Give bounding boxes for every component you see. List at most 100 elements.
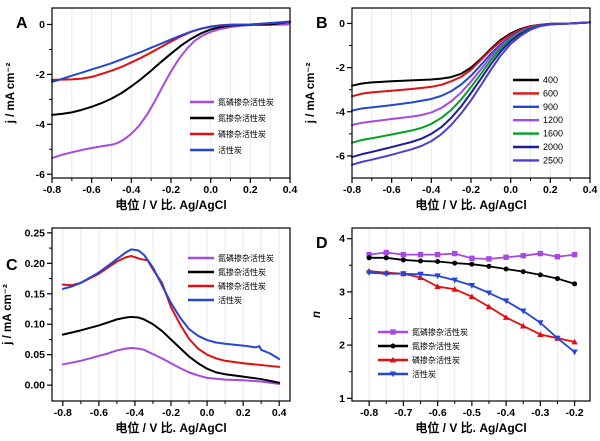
y-tick-label: -6 — [336, 150, 345, 162]
x-tick-label: 0.4 — [583, 184, 598, 196]
x-tick-label: -0.3 — [531, 407, 549, 419]
marker-square — [434, 251, 441, 258]
x-tick-label: -0.2 — [162, 184, 180, 196]
x-tick-label: -0.2 — [462, 184, 480, 196]
x-tick-label: -0.6 — [90, 407, 108, 419]
marker-circle — [520, 269, 526, 275]
legend-label: 磷掺杂活性炭 — [218, 281, 266, 291]
panel-c-ring-current: -0.8 -0.6 -0.4 -0.2 0.0 0.2 0.4 0.00 0.05 0.10 0.1… — [0, 220, 300, 441]
x-tick-label: -0.6 — [429, 407, 447, 419]
marker-triangle-down — [383, 271, 390, 277]
marker-square — [486, 256, 492, 262]
marker-triangle-down — [502, 298, 510, 305]
series-6-line — [351, 21, 591, 166]
legend-entry-5: 2000 — [513, 142, 563, 152]
legend-entry-1: 氮掺杂活性炭 — [378, 341, 460, 351]
marker-circle — [537, 272, 543, 278]
panel-letter: D — [316, 235, 328, 252]
x-tick-label: 0.4 — [272, 407, 287, 419]
series-1-line — [61, 315, 281, 384]
marker-triangle-down — [537, 320, 544, 326]
x-tick-label: 0.4 — [283, 184, 298, 196]
legend-label: 900 — [543, 102, 558, 112]
marker-triangle-down — [571, 349, 578, 356]
x-tick-label: -0.7 — [394, 407, 412, 419]
y-axis-label: j / mA cm⁻² — [2, 284, 14, 346]
y-tick-label: 0.05 — [25, 349, 46, 361]
marker-triangle-up — [502, 314, 510, 320]
panel-letter: B — [316, 15, 328, 32]
chart-panel-d: -0.8 -0.7 -0.6 -0.5 -0.4 -0.3 -0.2 1 2 3 4 电位 / V 比… — [311, 227, 591, 435]
x-tick-label: -0.8 — [54, 407, 72, 419]
gridlines — [71, 8, 271, 178]
legend-entry-2: 900 — [513, 102, 558, 112]
x-axis-label: 电位 / V 比. Ag/AgCl — [115, 420, 226, 435]
marker-circle — [417, 258, 423, 264]
legend-entry-2: 磷掺杂活性炭 — [188, 281, 266, 291]
marker-circle — [400, 257, 406, 263]
marker-triangle-up — [520, 322, 527, 329]
legend-entry-2: 磷掺杂活性炭 — [378, 355, 460, 365]
panel-letter: A — [16, 15, 28, 32]
marker-square — [571, 251, 578, 258]
marker-square — [520, 252, 526, 259]
legend-entry-0: 400 — [513, 75, 558, 85]
chart-panel-a: -0.8 -0.6 -0.4 -0.2 0.0 0.2 0.4 0 -2 -4 -6 电位 / V 比… — [5, 7, 298, 212]
legend-entry-0: 氮磷掺杂活性炭 — [190, 97, 274, 107]
marker-circle — [486, 263, 492, 269]
marker-triangle-down — [520, 308, 527, 315]
y-tick-label: 0.25 — [25, 227, 46, 239]
legend-label: 磷掺杂活性炭 — [218, 129, 266, 139]
x-tick-label: -0.6 — [383, 184, 401, 196]
y-tick-label: 2 — [339, 340, 345, 352]
y-tick-label: 0 — [339, 18, 345, 30]
marker-triangle-down — [451, 277, 458, 284]
marker-square — [417, 251, 424, 258]
x-tick-label: -0.4 — [122, 184, 140, 196]
legend-entry-6: 2500 — [513, 155, 563, 165]
legend-label: 活性炭 — [218, 295, 242, 305]
marker-triangle-down — [554, 335, 561, 342]
legend-label: 活性炭 — [218, 145, 242, 155]
y-tick-label: 0.10 — [25, 319, 46, 331]
marker-triangle-down — [417, 271, 424, 278]
legend-label: 磷掺杂活性炭 — [412, 355, 460, 365]
y-tick-label: -6 — [36, 169, 45, 181]
legend-entry-0: 氮磷掺杂活性炭 — [378, 327, 468, 337]
x-tick-label: 0.2 — [236, 407, 251, 419]
marker-square — [503, 254, 509, 260]
chart-panel-c: -0.8 -0.6 -0.4 -0.2 0.0 0.2 0.4 0.00 0.05 0.10 0.1… — [2, 227, 291, 435]
legend-entry-3: 1200 — [513, 115, 563, 125]
marker-square — [383, 249, 389, 256]
panel-d-electron-transfer-number: -0.8 -0.7 -0.6 -0.5 -0.4 -0.3 -0.2 1 2 3 4 电位 / V 比… — [300, 220, 600, 441]
y-axis: 0 -2 -4 -6 — [36, 19, 52, 181]
x-axis-label: 电位 / V 比. Ag/AgCl — [415, 420, 526, 435]
marker-square — [400, 251, 407, 258]
legend-entry-3: 活性炭 — [378, 369, 436, 379]
y-tick-label: 4 — [339, 233, 345, 245]
legend-label: 氮掺杂活性炭 — [218, 113, 266, 123]
series-0-line — [61, 347, 281, 385]
marker-square — [537, 250, 544, 257]
legend-label: 氮磷掺杂活性炭 — [218, 253, 274, 263]
marker-circle — [469, 261, 475, 267]
legend-label: 400 — [543, 75, 558, 85]
marker-circle — [390, 343, 396, 349]
x-tick-label: -0.2 — [566, 407, 584, 419]
y-tick-label: 0.00 — [25, 380, 46, 392]
x-tick-label: 0.0 — [200, 407, 215, 419]
marker-triangle-up — [571, 338, 578, 345]
y-tick-label: -4 — [336, 106, 345, 118]
legend-label: 氮掺杂活性炭 — [412, 341, 460, 351]
y-tick-label: 0 — [39, 19, 45, 31]
legend-label: 1600 — [543, 129, 563, 139]
panel-letter: C — [6, 257, 18, 274]
legend-label: 2000 — [543, 142, 563, 152]
y-tick-label: 0.20 — [25, 258, 46, 270]
marker-circle — [572, 281, 578, 287]
x-tick-label: -0.5 — [463, 407, 481, 419]
marker-circle — [435, 259, 441, 265]
y-tick-label: -2 — [336, 62, 345, 74]
